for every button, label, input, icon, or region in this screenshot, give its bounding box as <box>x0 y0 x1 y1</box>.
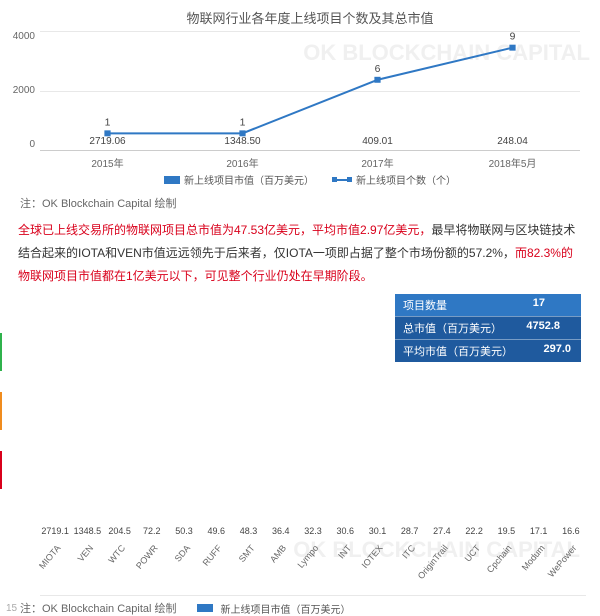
para-red-1: 全球已上线交易所的物联网项目总市值为47.53亿美元，平均市值2.97亿美元， <box>18 223 431 237</box>
y-axis: 400020000 <box>5 31 35 150</box>
x-axis-labels: 2015年2016年2017年2018年5月 <box>40 155 580 170</box>
bottom-section: OK BLOCKCHAIN CAPITAL 项目数量17总市值（百万美元）475… <box>0 297 600 616</box>
legend-line-label: 新上线项目个数（个） <box>356 172 456 187</box>
page-number: 15 <box>6 603 17 614</box>
bars-row: 2719.061348.50409.01248.04 <box>40 31 580 150</box>
top-chart: OK BLOCKCHAIN CAPITAL 物联网行业各年度上线项目个数及其总市… <box>0 0 600 191</box>
bottom-legend-label: 新上线项目市值（百万美元） <box>221 601 351 616</box>
bottom-legend: 新上线项目市值（百万美元） <box>197 601 351 616</box>
combo-chart-area: 400020000 2719.061348.50409.01248.04 116… <box>40 31 580 151</box>
note-top: 注：OK Blockchain Capital 绘制 <box>20 195 600 211</box>
note-bottom: 注：OK Blockchain Capital 绘制 <box>20 600 177 616</box>
top-chart-title: 物联网行业各年度上线项目个数及其总市值 <box>40 8 580 27</box>
body-paragraph: 全球已上线交易所的物联网项目总市值为47.53亿美元，平均市值2.97亿美元，最… <box>0 219 600 297</box>
legend-bar-label: 新上线项目市值（百万美元） <box>184 172 314 187</box>
top-legend: 新上线项目市值（百万美元） 新上线项目个数（个） <box>40 172 580 187</box>
pct-sidebar: <0.5亿美元70.5%0.5-0.1亿美元11.8%>1亿美元17.7% <box>0 333 2 510</box>
bottom-bar-chart: 2719.1MIOTA1348.5VEN204.5WTC72.2POWR50.3… <box>40 349 586 539</box>
